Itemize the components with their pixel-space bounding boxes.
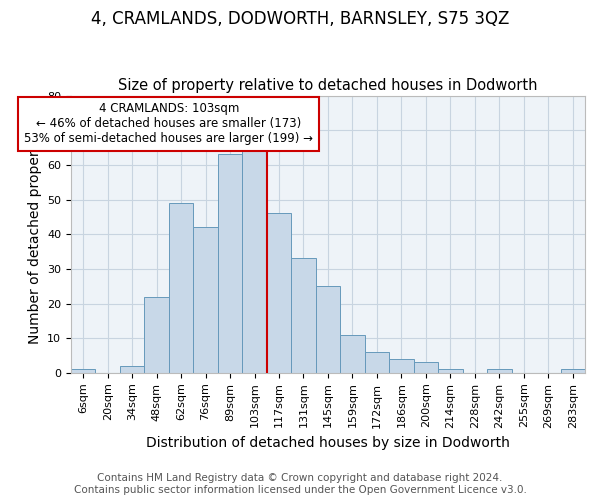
Bar — [560, 370, 585, 373]
Bar — [291, 258, 316, 373]
Bar — [218, 154, 242, 373]
Text: Contains HM Land Registry data © Crown copyright and database right 2024.
Contai: Contains HM Land Registry data © Crown c… — [74, 474, 526, 495]
Bar — [145, 296, 169, 373]
Text: 4, CRAMLANDS, DODWORTH, BARNSLEY, S75 3QZ: 4, CRAMLANDS, DODWORTH, BARNSLEY, S75 3Q… — [91, 10, 509, 28]
Bar — [438, 370, 463, 373]
Bar — [169, 203, 193, 373]
Bar — [316, 286, 340, 373]
Title: Size of property relative to detached houses in Dodworth: Size of property relative to detached ho… — [118, 78, 538, 93]
Bar — [340, 334, 365, 373]
Bar — [487, 370, 512, 373]
X-axis label: Distribution of detached houses by size in Dodworth: Distribution of detached houses by size … — [146, 436, 510, 450]
Bar — [242, 148, 267, 373]
Y-axis label: Number of detached properties: Number of detached properties — [28, 125, 41, 344]
Bar — [413, 362, 438, 373]
Bar — [71, 370, 95, 373]
Text: 4 CRAMLANDS: 103sqm
← 46% of detached houses are smaller (173)
53% of semi-detac: 4 CRAMLANDS: 103sqm ← 46% of detached ho… — [25, 102, 313, 146]
Bar — [365, 352, 389, 373]
Bar — [389, 359, 413, 373]
Bar — [193, 228, 218, 373]
Bar — [267, 214, 291, 373]
Bar — [120, 366, 145, 373]
